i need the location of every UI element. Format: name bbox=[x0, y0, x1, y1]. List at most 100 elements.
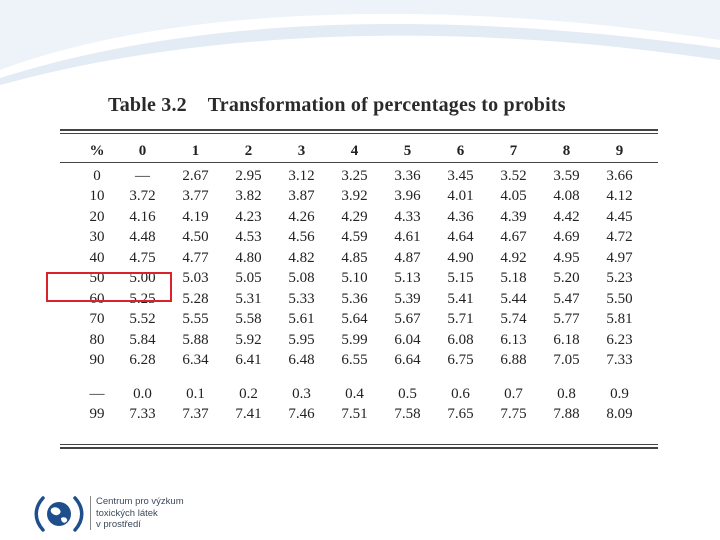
probit-cell: 4.82 bbox=[288, 249, 315, 266]
probit-cell: 3.45 bbox=[447, 167, 474, 184]
header-digit: 3 bbox=[297, 142, 306, 159]
probit-cell: 5.28 bbox=[182, 290, 209, 307]
probit-cell: 4.29 bbox=[341, 208, 368, 225]
probit-cell: 7.51 bbox=[341, 406, 368, 423]
probit-cell: 7.88 bbox=[553, 406, 580, 423]
probit-cell: 4.75 bbox=[129, 249, 156, 266]
probit-cell: 6.48 bbox=[288, 352, 315, 369]
table-row: 20 4.16 4.19 4.23 4.26 4.29 4.33 4.36 4.39 4.42 4.… bbox=[78, 207, 646, 228]
probit-cell: 4.48 bbox=[129, 229, 156, 246]
probit-cell: 3.96 bbox=[394, 188, 421, 205]
probit-cell: 6.88 bbox=[500, 352, 527, 369]
footer-divider bbox=[90, 496, 91, 530]
probit-cell: 5.10 bbox=[341, 270, 368, 287]
header-digit: 5 bbox=[403, 142, 412, 159]
table-caption: Table 3.2 Transformation of percentages … bbox=[108, 94, 566, 117]
probit-cell: 7.37 bbox=[182, 406, 209, 423]
row-percent-cell: 99 bbox=[89, 406, 105, 423]
probit-cell: 7.46 bbox=[288, 406, 315, 423]
header-digit: 4 bbox=[350, 142, 359, 159]
probit-cell: 5.03 bbox=[182, 270, 209, 287]
table-row: — 0.0 0.1 0.2 0.3 0.4 0.5 0.6 0.7 0.8 0.9 bbox=[78, 371, 646, 405]
probit-cell: 4.33 bbox=[394, 208, 421, 225]
probit-cell: 0.3 bbox=[292, 385, 311, 402]
probit-cell: 5.41 bbox=[447, 290, 474, 307]
probit-cell: 5.77 bbox=[553, 311, 580, 328]
probit-cell: 3.77 bbox=[182, 188, 209, 205]
probit-cell: 6.41 bbox=[235, 352, 262, 369]
probit-cell: 4.16 bbox=[129, 208, 156, 225]
probit-cell: 4.92 bbox=[500, 249, 527, 266]
probit-cell: 6.04 bbox=[394, 331, 421, 348]
probit-cell: 3.87 bbox=[288, 188, 315, 205]
probit-cell: 5.20 bbox=[553, 270, 580, 287]
header-digit: 8 bbox=[562, 142, 571, 159]
probit-cell: 4.72 bbox=[606, 229, 633, 246]
probit-cell: 5.05 bbox=[235, 270, 262, 287]
probit-cell: 6.75 bbox=[447, 352, 474, 369]
probit-cell: 8.09 bbox=[606, 406, 633, 423]
row-percent-cell: 10 bbox=[89, 188, 105, 205]
probit-cell: — bbox=[135, 167, 150, 184]
probit-cell: 2.95 bbox=[235, 167, 262, 184]
probit-cell: 4.53 bbox=[235, 229, 262, 246]
header-digit: 2 bbox=[244, 142, 253, 159]
probit-cell: 5.71 bbox=[447, 311, 474, 328]
probit-cell: 4.45 bbox=[606, 208, 633, 225]
header-digit: 9 bbox=[615, 142, 624, 159]
probit-cell: 3.72 bbox=[129, 188, 156, 205]
probit-cell: 0.9 bbox=[610, 385, 629, 402]
probit-cell: 5.15 bbox=[447, 270, 474, 287]
probit-cell: 4.85 bbox=[341, 249, 368, 266]
probit-cell: 2.67 bbox=[182, 167, 209, 184]
row-percent-cell: 70 bbox=[89, 311, 105, 328]
org-line-3: v prostředí bbox=[96, 519, 141, 530]
probit-cell: 3.25 bbox=[341, 167, 368, 184]
probit-cell: 4.23 bbox=[235, 208, 262, 225]
header-digit: 7 bbox=[509, 142, 518, 159]
probit-cell: 4.77 bbox=[182, 249, 209, 266]
probit-cell: 7.65 bbox=[447, 406, 474, 423]
probit-cell: 4.42 bbox=[553, 208, 580, 225]
row-percent-cell: 40 bbox=[89, 249, 105, 266]
highlight-box-50-percent bbox=[46, 272, 172, 302]
probit-cell: 5.31 bbox=[235, 290, 262, 307]
probit-cell: 4.90 bbox=[447, 249, 474, 266]
table-row: 10 3.72 3.77 3.82 3.87 3.92 3.96 4.01 4.05 4.08 4.… bbox=[78, 187, 646, 208]
probit-cell: 4.36 bbox=[447, 208, 474, 225]
probit-cell: 6.08 bbox=[447, 331, 474, 348]
probit-cell: 5.25 bbox=[129, 290, 156, 307]
probit-cell: 4.59 bbox=[341, 229, 368, 246]
probit-cell: 0.8 bbox=[557, 385, 576, 402]
header-digit: 0 bbox=[138, 142, 147, 159]
probit-cell: 5.67 bbox=[394, 311, 421, 328]
probit-cell: 5.00 bbox=[129, 270, 156, 287]
org-line-1: Centrum pro výzkum bbox=[96, 496, 184, 507]
probit-cell: 7.33 bbox=[129, 406, 156, 423]
probit-cell: 5.74 bbox=[500, 311, 527, 328]
probit-cell: 5.50 bbox=[606, 290, 633, 307]
probit-cell: 7.41 bbox=[235, 406, 262, 423]
probit-cell: 4.05 bbox=[500, 188, 527, 205]
header-digit: 1 bbox=[191, 142, 200, 159]
probit-table: % 0 1 2 3 4 5 6 7 8 9 0 — 2.67 2.95 3.12 3.25 3.36 3.45 3.… bbox=[78, 140, 646, 425]
probit-cell: 5.99 bbox=[341, 331, 368, 348]
globe-in-parentheses-icon bbox=[34, 496, 84, 532]
table-row: 60 5.25 5.28 5.31 5.33 5.36 5.39 5.41 5.44 5.47 5.… bbox=[78, 289, 646, 310]
probit-cell: 5.39 bbox=[394, 290, 421, 307]
top-rule bbox=[60, 129, 658, 131]
probit-cell: 0.6 bbox=[451, 385, 470, 402]
probit-cell: 3.59 bbox=[553, 167, 580, 184]
table-row: 40 4.75 4.77 4.80 4.82 4.85 4.87 4.90 4.92 4.95 4.… bbox=[78, 248, 646, 269]
probit-cell: 4.61 bbox=[394, 229, 421, 246]
probit-cell: 6.64 bbox=[394, 352, 421, 369]
probit-cell: 5.44 bbox=[500, 290, 527, 307]
probit-cell: 7.75 bbox=[500, 406, 527, 423]
row-percent-cell: 0 bbox=[93, 167, 101, 184]
organization-name: Centrum pro výzkum toxických látek v pro… bbox=[96, 496, 184, 531]
probit-cell: 4.64 bbox=[447, 229, 474, 246]
probit-cell: 7.33 bbox=[606, 352, 633, 369]
probit-cell: 5.95 bbox=[288, 331, 315, 348]
probit-cell: 6.13 bbox=[500, 331, 527, 348]
probit-cell: 5.92 bbox=[235, 331, 262, 348]
